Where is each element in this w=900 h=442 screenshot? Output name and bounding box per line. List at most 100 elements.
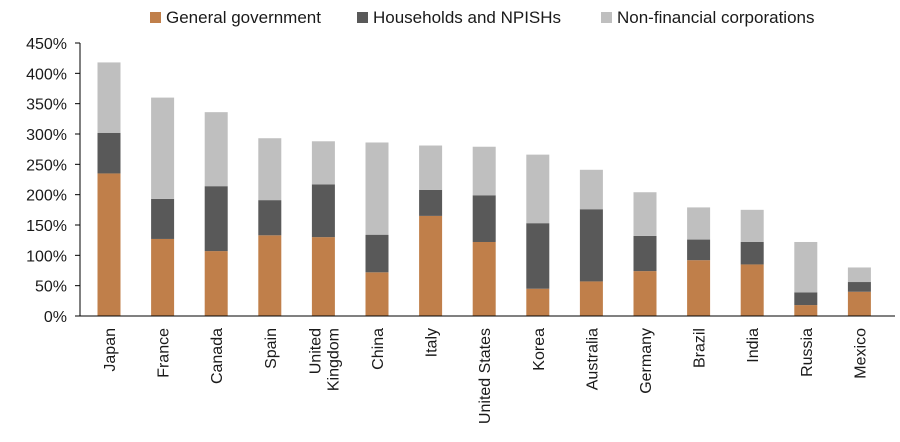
- bar-segment-5-0: [365, 272, 389, 316]
- bar-segment-11-1: [687, 239, 711, 261]
- y-tick-label-350: 350%: [26, 97, 67, 114]
- bar-segment-11-0: [687, 260, 711, 316]
- bar-segment-11-2: [687, 207, 711, 240]
- bar-segment-10-2: [633, 192, 657, 236]
- bar-segment-10-1: [633, 235, 657, 272]
- bar-stack-8: [526, 154, 550, 316]
- x-category-label-line: Canada: [209, 328, 226, 384]
- x-category-label-line: Spain: [263, 328, 280, 369]
- bar-segment-13-1: [794, 292, 818, 306]
- bar-stack-5: [365, 142, 389, 316]
- bar-segment-3-0: [258, 235, 282, 316]
- bar-segment-14-0: [847, 291, 871, 316]
- bar-stack-1: [151, 97, 175, 316]
- legend: General government Households and NPISHs N…: [150, 8, 815, 27]
- x-category-label-0: Japan: [102, 328, 119, 372]
- bar-segment-13-0: [794, 305, 818, 316]
- bar-segment-7-0: [472, 241, 496, 316]
- x-category-label-7: United States: [477, 328, 494, 424]
- x-category-label-line: Germany: [638, 328, 655, 394]
- bar-segment-3-1: [258, 200, 282, 236]
- x-category-label-line: Mexico: [852, 328, 869, 379]
- x-category-label-2: Canada: [209, 328, 226, 384]
- bar-segment-1-0: [151, 238, 175, 316]
- x-category-label-1: France: [156, 328, 173, 378]
- y-tick-label-300: 300%: [26, 127, 67, 144]
- bar-stack-2: [204, 112, 228, 316]
- x-category-label-9: Australia: [584, 328, 601, 390]
- legend-label-2: Non-financial corporations: [617, 8, 815, 27]
- legend-label-0: General government: [166, 8, 321, 27]
- bar-stack-10: [633, 192, 657, 316]
- legend-swatch-1: [357, 12, 368, 23]
- bar-segment-7-2: [472, 146, 496, 196]
- y-axis: 0% 50% 100% 150% 200% 250% 300% 350% 400% 450%: [26, 36, 81, 326]
- y-tick-label-0: 0%: [44, 309, 67, 326]
- x-category-label-line: Italy: [424, 328, 441, 357]
- bar-segment-12-0: [740, 264, 764, 316]
- y-tick-label-50: 50%: [35, 279, 67, 296]
- bar-segment-3-2: [258, 138, 282, 201]
- x-category-label-line: Kingdom: [325, 328, 342, 391]
- bar-segment-0-2: [97, 62, 121, 133]
- x-category-label-line: United States: [477, 328, 494, 424]
- bar-segment-14-1: [847, 282, 871, 292]
- legend-label-1: Households and NPISHs: [373, 8, 561, 27]
- bar-segment-4-2: [311, 141, 335, 185]
- bar-stack-3: [258, 138, 282, 316]
- bar-segment-6-0: [419, 215, 443, 316]
- bar-segment-1-2: [151, 97, 175, 199]
- x-category-label-4: UnitedKingdom: [307, 328, 342, 391]
- x-category-label-line: Brazil: [692, 328, 709, 368]
- bar-segment-9-1: [579, 209, 603, 282]
- y-tick-label-250: 250%: [26, 157, 67, 174]
- y-tick-label-150: 150%: [26, 218, 67, 235]
- x-category-label-13: Russia: [799, 328, 816, 377]
- bar-segment-4-0: [311, 237, 335, 316]
- x-category-label-5: China: [370, 328, 387, 370]
- bar-segment-6-2: [419, 145, 443, 190]
- y-tick-label-450: 450%: [26, 36, 67, 53]
- y-tick-label-200: 200%: [26, 188, 67, 205]
- x-category-label-line: India: [745, 328, 762, 363]
- x-category-label-12: India: [745, 328, 762, 363]
- x-category-label-11: Brazil: [692, 328, 709, 368]
- bar-segment-14-2: [847, 267, 871, 283]
- bar-segment-9-0: [579, 281, 603, 316]
- bar-segment-12-1: [740, 241, 764, 265]
- x-category-label-line: France: [156, 328, 173, 378]
- x-category-label-line: Australia: [584, 328, 601, 390]
- bar-stack-6: [419, 145, 443, 316]
- y-tick-label-400: 400%: [26, 66, 67, 83]
- bar-segment-12-2: [740, 209, 764, 242]
- bar-stack-13: [794, 241, 818, 316]
- bar-stack-9: [579, 169, 603, 316]
- bars: [97, 62, 871, 316]
- bar-stack-4: [311, 141, 335, 316]
- bar-segment-2-2: [204, 112, 228, 187]
- bar-segment-7-1: [472, 195, 496, 242]
- bar-stack-12: [740, 209, 764, 316]
- bar-segment-0-1: [97, 132, 121, 174]
- bar-segment-2-1: [204, 186, 228, 252]
- bar-segment-8-1: [526, 223, 550, 289]
- legend-swatch-0: [150, 12, 161, 23]
- bar-segment-1-1: [151, 198, 175, 239]
- x-category-label-line: China: [370, 328, 387, 370]
- x-axis: Japan France Canada Spain UnitedKingdom China…: [80, 315, 895, 424]
- legend-swatch-2: [601, 12, 612, 23]
- bar-stack-14: [847, 267, 871, 316]
- bar-segment-5-1: [365, 234, 389, 273]
- x-category-label-line: United: [307, 328, 324, 374]
- bar-segment-5-2: [365, 142, 389, 235]
- bar-segment-4-1: [311, 184, 335, 238]
- x-category-label-10: Germany: [638, 328, 655, 394]
- bar-segment-10-0: [633, 271, 657, 316]
- bar-segment-2-0: [204, 251, 228, 316]
- x-category-label-3: Spain: [263, 328, 280, 369]
- bar-stack-0: [97, 62, 121, 316]
- bar-stack-7: [472, 146, 496, 316]
- bar-segment-13-2: [794, 241, 818, 293]
